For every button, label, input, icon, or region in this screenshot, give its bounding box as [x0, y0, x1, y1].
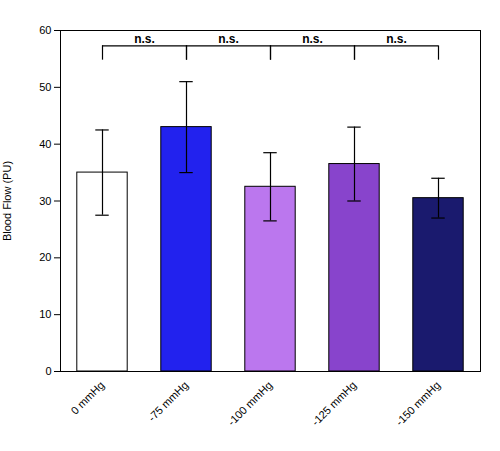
svg-text:-150 mmHg: -150 mmHg — [393, 379, 442, 428]
svg-text:n.s.: n.s. — [386, 32, 407, 46]
svg-text:40: 40 — [39, 138, 51, 150]
svg-text:0 mmHg: 0 mmHg — [69, 379, 107, 417]
svg-text:-125 mmHg: -125 mmHg — [309, 379, 358, 428]
svg-text:0: 0 — [45, 365, 51, 377]
svg-text:30: 30 — [39, 195, 51, 207]
svg-text:-75 mmHg: -75 mmHg — [146, 379, 191, 424]
svg-text:n.s.: n.s. — [134, 32, 155, 46]
svg-text:-100 mmHg: -100 mmHg — [225, 379, 274, 428]
svg-text:50: 50 — [39, 81, 51, 93]
svg-text:10: 10 — [39, 308, 51, 320]
svg-text:Blood Flow (PU): Blood Flow (PU) — [1, 161, 13, 241]
svg-text:60: 60 — [39, 24, 51, 36]
svg-text:n.s.: n.s. — [218, 32, 239, 46]
svg-text:20: 20 — [39, 251, 51, 263]
svg-text:n.s.: n.s. — [302, 32, 323, 46]
